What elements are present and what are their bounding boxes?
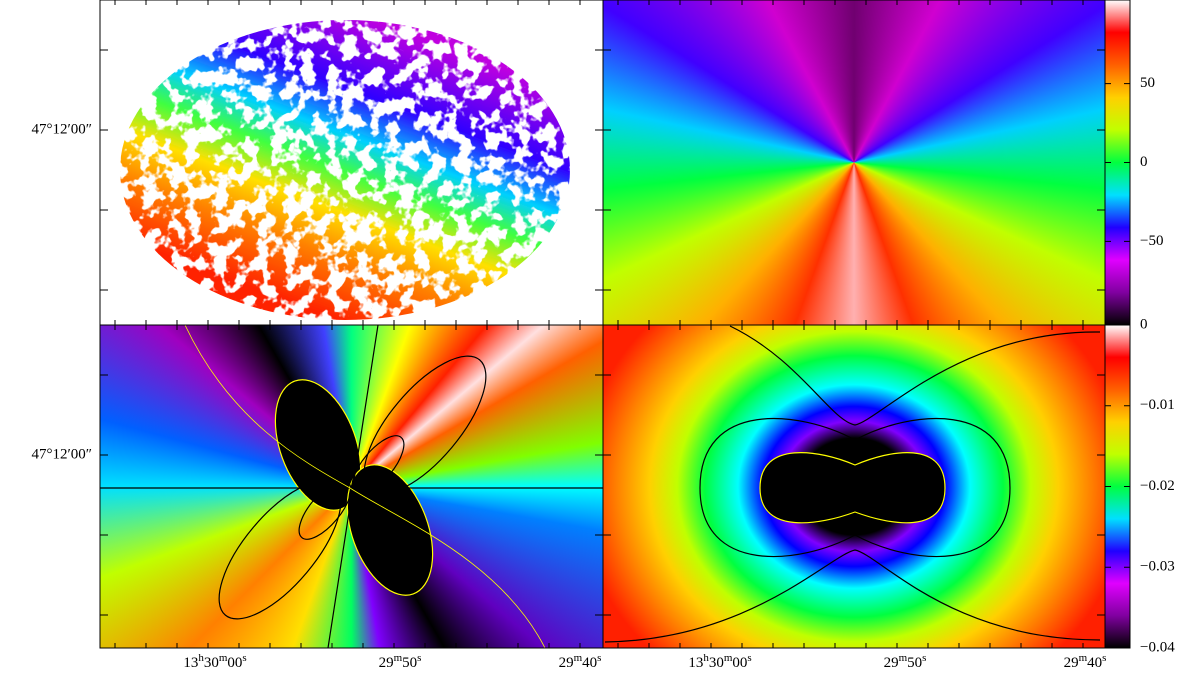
contour [604,549,1101,643]
ra-label: 13h30m00s [688,652,751,672]
ra-unit: s [417,652,421,664]
contour [729,325,1101,426]
colorbar-tick-label: −0.04 [1140,639,1175,655]
frame [602,0,1106,326]
ra-value: 40 [582,655,597,671]
contour [218,480,342,620]
colorbar-tick-label: 50 [1140,75,1155,91]
ra-label: 29m50s [884,652,927,672]
ra-value: 30 [204,655,219,671]
ra-unit: s [1102,652,1106,664]
galaxy-velocity-map [120,20,570,320]
colorbar-tick-label: −50 [1140,233,1163,249]
model-velocity-map [603,0,1105,325]
ra-value: 50 [907,655,922,671]
ra-unit: h [198,652,204,664]
ra-unit: s [922,652,926,664]
ra-unit: s [242,652,246,664]
ra-value: 13 [183,655,198,671]
ra-unit: s [747,652,751,664]
ra-label: 29m40s [1064,652,1107,672]
ra-value: 40 [1087,655,1102,671]
dec-label: 47°12′00″ [31,121,92,137]
contour [274,379,362,511]
colorbar-tick-label: −0.03 [1140,559,1175,575]
contour [346,464,434,596]
colorbar-tick-label: −0.01 [1140,397,1175,413]
contour [298,480,352,540]
ra-value: 00 [227,655,242,671]
contours [100,324,1101,649]
contour [759,452,946,524]
ra-label: 29m50s [379,652,422,672]
ra-value: 30 [709,655,724,671]
ra-value: 00 [732,655,747,671]
ra-value: 29 [559,655,574,671]
ra-unit: h [703,652,709,664]
colorbar-tick-label: 0 [1140,316,1148,332]
contour [184,324,546,649]
contour [351,435,405,495]
ra-unit: m [219,652,228,664]
ra-unit: m [899,652,908,664]
ra-value: 29 [379,655,394,671]
ra-value: 29 [884,655,899,671]
ra-value: 29 [1064,655,1079,671]
ra-unit: s [597,652,601,664]
ra-unit: m [724,652,733,664]
ra-unit: m [394,652,403,664]
ra-unit: m [1079,652,1088,664]
ra-value: 50 [402,655,417,671]
dec-label: 47°12′00″ [31,446,92,462]
ra-label: 29m40s [559,652,602,672]
contour [363,355,487,495]
ra-unit: m [574,652,583,664]
ra-label: 13h30m00s [183,652,246,672]
zero-contour [100,324,603,649]
colorbar-tick-label: 0 [1140,154,1148,170]
colorbar-tick-label: −0.02 [1140,478,1175,494]
ra-value: 13 [688,655,703,671]
contour [699,418,1011,558]
